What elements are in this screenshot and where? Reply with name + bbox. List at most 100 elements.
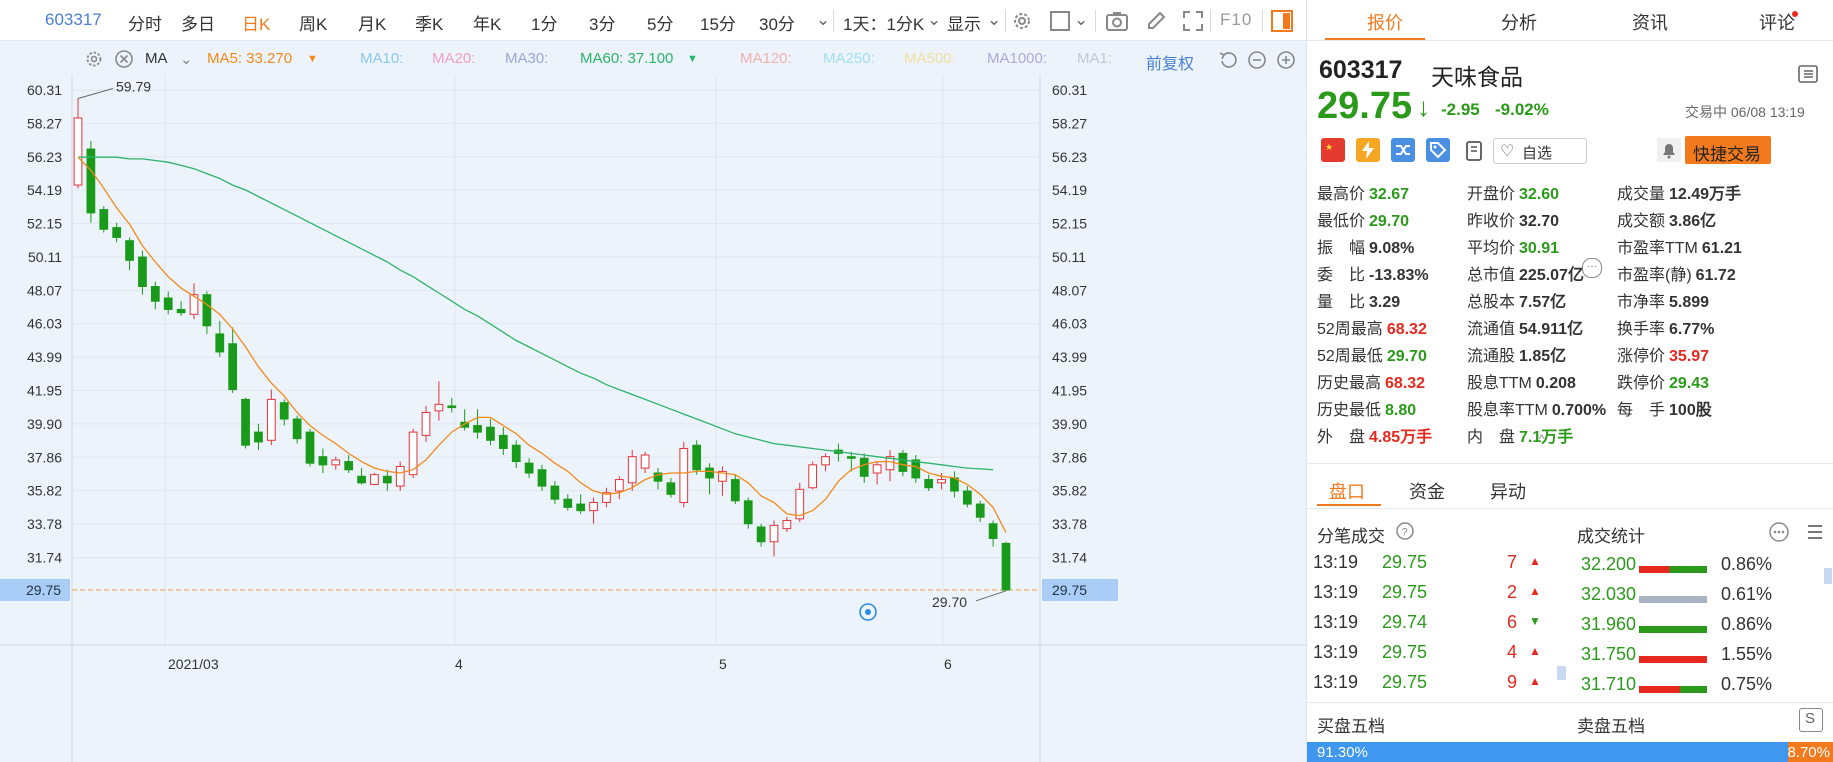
stat-label: 历史最高 — [1317, 375, 1382, 392]
candle-down — [743, 500, 753, 525]
y-tick-label-left: 46.03 — [27, 316, 62, 332]
display-button[interactable]: 显示 — [947, 15, 981, 34]
chevron-down-icon[interactable]: ⌄ — [180, 51, 193, 68]
help-icon[interactable]: ? — [1395, 521, 1415, 541]
stat-label: 成交量 — [1617, 186, 1666, 203]
y-tick-label-right: 56.23 — [1052, 149, 1087, 165]
kline-chart-area[interactable] — [0, 41, 1306, 762]
f10-button[interactable]: F10 — [1220, 10, 1253, 29]
ma120-label: MA120: — [740, 50, 792, 67]
candle-up — [370, 474, 379, 485]
tab-abnormal[interactable]: 异动 — [1490, 482, 1526, 502]
stat-item: 委 比 -13.83% — [1317, 261, 1429, 285]
menu-list-icon[interactable] — [1797, 64, 1819, 84]
kline-svg[interactable]: 60.31 60.31 58.27 58.27 56.23 56.23 54.19 54.19… — [0, 75, 1306, 762]
chevron-down-icon[interactable]: ⌄ — [816, 10, 831, 29]
zoom-in-icon[interactable] — [1276, 50, 1296, 70]
panel-toggle-icon[interactable] — [1270, 9, 1294, 33]
pencil-icon[interactable] — [1145, 10, 1167, 32]
zoom-out-icon[interactable] — [1247, 50, 1267, 70]
stat-item: 市盈率(静) 61.72 — [1617, 261, 1736, 285]
adjust-mode-button[interactable]: 前复权 — [1146, 56, 1195, 73]
chevron-down-icon[interactable]: ⌄ — [1074, 10, 1089, 29]
square-icon[interactable] — [1049, 10, 1071, 32]
undo-icon[interactable] — [1218, 50, 1238, 70]
bell-icon[interactable] — [1657, 138, 1681, 162]
stat-value: 7.1万手 — [1519, 429, 1574, 446]
tab-news[interactable]: 资讯 — [1632, 13, 1668, 33]
tab-1min[interactable]: 1分 — [531, 15, 558, 34]
candle-down — [756, 526, 766, 543]
notebook-icon[interactable] — [1463, 140, 1485, 162]
chevron-up-icon[interactable]: ^ — [1539, 432, 1545, 446]
tab-3min[interactable]: 3分 — [589, 15, 616, 34]
candle-down — [524, 462, 534, 474]
fullscreen-icon[interactable] — [1182, 10, 1204, 32]
triangle-down-icon[interactable]: ▼ — [687, 53, 698, 65]
stat-value: 61.72 — [1695, 267, 1736, 284]
chevron-down-icon[interactable]: ⌄ — [927, 10, 942, 29]
ma250-label: MA250: — [823, 50, 875, 67]
tab-order-book[interactable]: 盘口 — [1329, 482, 1365, 502]
tab-daily-k[interactable]: 日K — [242, 15, 271, 34]
indicator-type[interactable]: MA — [145, 50, 168, 67]
candle-up — [589, 501, 598, 512]
ma5-line — [77, 156, 1007, 533]
quote-panel: 报价 分析 资讯 评论 603317 天味食品 29.75 ↓ -2.95 -9… — [1306, 0, 1833, 762]
tab-15min[interactable]: 15分 — [700, 15, 736, 34]
current-price-box-right — [1042, 579, 1118, 601]
stat-label: 市盈率TTM — [1617, 240, 1698, 257]
tab-comments[interactable]: 评论 — [1759, 13, 1795, 33]
lightning-icon[interactable] — [1356, 138, 1380, 162]
y-tick-label-left: 37.86 — [27, 449, 62, 465]
more-icon[interactable] — [1768, 521, 1790, 543]
candle-down — [1001, 542, 1011, 591]
tab-yearly-k[interactable]: 年K — [473, 15, 502, 34]
quick-trade-button[interactable]: 快捷交易 — [1685, 136, 1771, 164]
candle-down — [138, 256, 147, 287]
tab-quarterly-k[interactable]: 季K — [415, 15, 444, 34]
scrollbar[interactable] — [1557, 666, 1566, 680]
more-icon[interactable]: ··· — [1582, 258, 1602, 278]
price-change-pct: -9.02% — [1495, 100, 1549, 119]
stat-label: 委 比 — [1317, 267, 1366, 284]
tick-volume: 2 — [1507, 582, 1518, 602]
deal-ratio-bar — [1639, 626, 1707, 633]
gear-icon[interactable] — [84, 49, 104, 69]
candle-down — [988, 523, 998, 539]
stat-item: 量 比 3.29 — [1317, 288, 1400, 312]
tab-5min[interactable]: 5分 — [647, 15, 674, 34]
low-marker-line — [975, 590, 1007, 602]
stat-item: 最高价 32.67 — [1317, 180, 1409, 204]
quick-trade-label: 快捷交易 — [1693, 145, 1761, 164]
tab-analysis[interactable]: 分析 — [1501, 13, 1537, 33]
multi-day-select[interactable]: 1天：1分K — [843, 15, 925, 34]
stat-label: 市净率 — [1617, 294, 1666, 311]
tab-30min[interactable]: 30分 — [759, 15, 795, 34]
triangle-down-icon[interactable]: ▼ — [307, 53, 318, 65]
y-tick-label-right: 37.86 — [1052, 449, 1087, 465]
active-tab-underline — [1325, 38, 1425, 40]
tab-multi-day[interactable]: 多日 — [181, 15, 215, 34]
s-icon[interactable]: S — [1799, 708, 1823, 732]
shuffle-icon[interactable] — [1391, 138, 1415, 162]
tab-quote[interactable]: 报价 — [1367, 13, 1403, 33]
tab-weekly-k[interactable]: 周K — [299, 15, 328, 34]
stat-item: 昨收价 32.70 — [1467, 207, 1559, 231]
tab-capital[interactable]: 资金 — [1409, 482, 1445, 502]
stat-value: 3.29 — [1369, 294, 1401, 311]
list-icon[interactable] — [1805, 522, 1825, 542]
tab-monthly-k[interactable]: 月K — [358, 15, 387, 34]
watchlist-button[interactable]: ♡ 自选 — [1493, 138, 1587, 164]
y-tick-label-right: 46.03 — [1052, 316, 1087, 332]
tab-intraday[interactable]: 分时 — [128, 15, 162, 34]
gear-icon[interactable] — [1010, 9, 1034, 33]
scrollbar[interactable] — [1824, 568, 1832, 584]
close-icon[interactable] — [114, 49, 134, 69]
x-tick-label: 6 — [944, 656, 952, 672]
stat-label: 内 盘 — [1467, 429, 1516, 446]
tag-icon[interactable] — [1426, 138, 1450, 162]
china-flag-icon[interactable]: ★ — [1321, 138, 1345, 162]
camera-icon[interactable] — [1105, 10, 1129, 32]
chevron-down-icon[interactable]: ⌄ — [987, 10, 1002, 29]
